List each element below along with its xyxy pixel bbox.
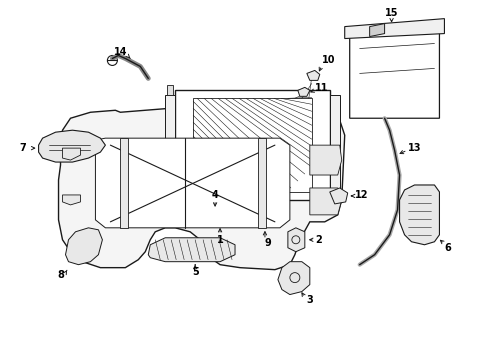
Polygon shape [167, 85, 173, 95]
Polygon shape [148, 238, 235, 262]
Polygon shape [298, 87, 310, 96]
Text: 14: 14 [114, 48, 127, 58]
Text: 15: 15 [385, 8, 398, 18]
Polygon shape [345, 19, 444, 39]
Text: 3: 3 [306, 294, 313, 305]
Text: 9: 9 [265, 238, 271, 248]
Polygon shape [369, 24, 385, 37]
Polygon shape [96, 138, 290, 228]
Text: 4: 4 [212, 190, 219, 200]
Text: 13: 13 [408, 143, 421, 153]
Polygon shape [258, 138, 266, 228]
Text: 7: 7 [19, 143, 26, 153]
Polygon shape [330, 188, 348, 204]
Text: 6: 6 [444, 243, 451, 253]
Text: 8: 8 [57, 270, 64, 280]
Polygon shape [310, 145, 342, 175]
Polygon shape [63, 195, 80, 205]
Polygon shape [278, 262, 310, 294]
Polygon shape [58, 108, 345, 270]
Polygon shape [399, 185, 440, 245]
Polygon shape [39, 130, 105, 162]
Text: 10: 10 [322, 55, 335, 66]
Polygon shape [350, 24, 440, 118]
Text: 12: 12 [355, 190, 368, 200]
Polygon shape [307, 71, 320, 80]
Polygon shape [288, 228, 305, 252]
Polygon shape [63, 148, 80, 160]
Polygon shape [330, 95, 340, 195]
Text: 11: 11 [315, 84, 328, 93]
Polygon shape [121, 138, 128, 228]
Polygon shape [66, 228, 102, 265]
Polygon shape [165, 95, 175, 195]
Text: 1: 1 [217, 235, 223, 245]
Polygon shape [175, 90, 330, 200]
Text: 5: 5 [192, 267, 198, 276]
Text: 2: 2 [315, 235, 321, 245]
Polygon shape [310, 188, 342, 215]
